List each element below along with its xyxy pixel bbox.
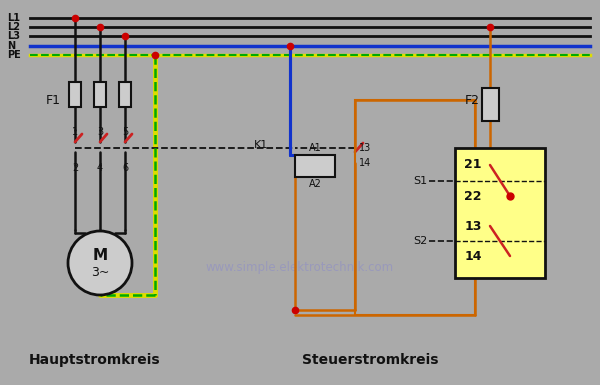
Text: 5: 5 xyxy=(122,127,128,137)
Text: S2: S2 xyxy=(413,236,427,246)
Text: 2: 2 xyxy=(72,163,78,173)
Text: Steuerstromkreis: Steuerstromkreis xyxy=(302,353,438,367)
Bar xyxy=(94,82,106,107)
Text: L1: L1 xyxy=(7,13,20,23)
Text: S1: S1 xyxy=(413,176,427,186)
Text: 1: 1 xyxy=(72,127,78,137)
Text: L3: L3 xyxy=(7,31,20,41)
Text: 6: 6 xyxy=(122,163,128,173)
Text: 22: 22 xyxy=(464,189,482,203)
Bar xyxy=(482,88,499,121)
Bar xyxy=(69,82,81,107)
Text: 3~: 3~ xyxy=(91,266,109,278)
Text: M: M xyxy=(92,248,107,263)
Text: 14: 14 xyxy=(464,249,482,263)
Text: 13: 13 xyxy=(464,219,482,233)
Bar xyxy=(295,155,335,177)
Text: N: N xyxy=(7,41,15,51)
Text: F1: F1 xyxy=(46,94,61,107)
Text: 3: 3 xyxy=(97,127,103,137)
Text: 13: 13 xyxy=(359,143,371,153)
Bar xyxy=(119,82,131,107)
Circle shape xyxy=(68,231,132,295)
Text: www.simple.elektrotechnik.com: www.simple.elektrotechnik.com xyxy=(206,261,394,275)
Text: 4: 4 xyxy=(97,163,103,173)
Bar xyxy=(355,100,475,315)
Text: K1: K1 xyxy=(254,140,268,150)
Text: PE: PE xyxy=(7,50,21,60)
Text: Hauptstromkreis: Hauptstromkreis xyxy=(29,353,161,367)
Text: L2: L2 xyxy=(7,22,20,32)
Text: A1: A1 xyxy=(308,143,322,153)
Text: A2: A2 xyxy=(308,179,322,189)
Text: 21: 21 xyxy=(464,159,482,171)
Bar xyxy=(455,148,545,278)
Text: F2: F2 xyxy=(465,94,480,107)
Text: 14: 14 xyxy=(359,158,371,168)
